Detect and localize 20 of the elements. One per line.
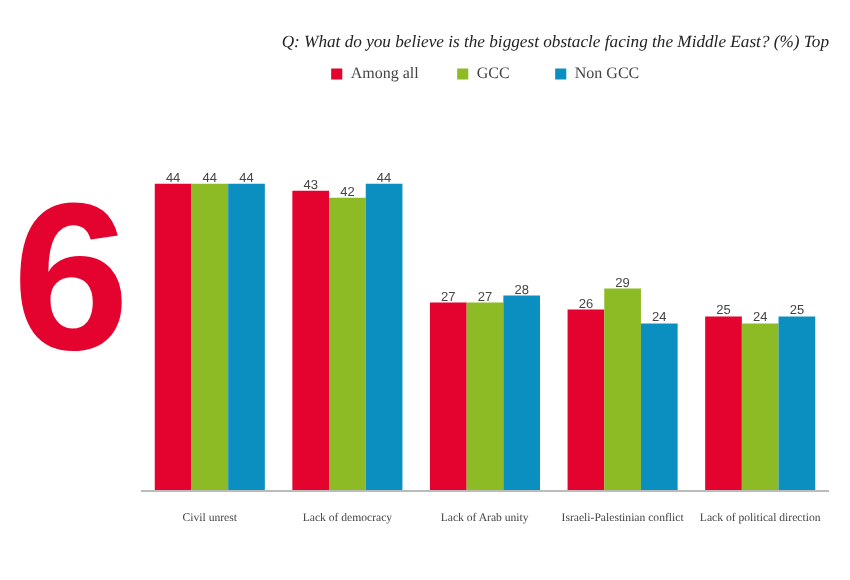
- text: 6: [12, 161, 130, 395]
- bar: [705, 316, 742, 491]
- bar: [365, 183, 403, 491]
- bar: [567, 309, 605, 491]
- bar: [228, 183, 265, 491]
- legend-label: GCC: [476, 64, 512, 82]
- bar: [429, 302, 467, 491]
- bar: [154, 183, 192, 491]
- bar: [191, 183, 229, 491]
- legend-label: Non GCC: [574, 64, 640, 82]
- bar: [503, 295, 541, 491]
- bar: [640, 323, 678, 491]
- chart-title: Q: What do you believe is the biggest obstacle facing the Middle East? (%) Top: [281, 31, 831, 51]
- bar: [292, 190, 330, 491]
- legend-label: Among all: [350, 64, 419, 82]
- bar: [329, 197, 366, 491]
- bar: [604, 288, 641, 491]
- bar: [778, 316, 816, 491]
- bar: [741, 323, 779, 491]
- bar: [466, 302, 504, 491]
